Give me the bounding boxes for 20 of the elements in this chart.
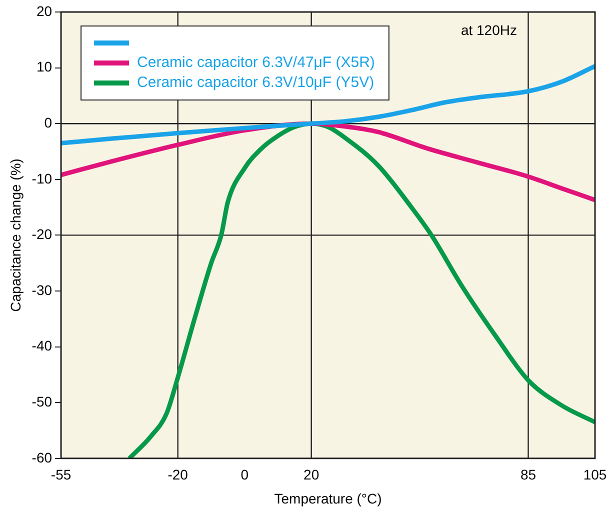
legend-label: Ceramic capacitor 6.3V/47μF (X5R)	[137, 54, 375, 72]
y-tick-label: -40	[32, 338, 52, 354]
annotation: at 120Hz	[460, 22, 517, 38]
y-tick-label: -20	[32, 226, 52, 242]
y-tick-label: -10	[32, 170, 52, 186]
y-tick-label: -50	[32, 393, 52, 410]
x-tick-label: 105	[583, 466, 607, 483]
y-tick-label: -30	[32, 282, 52, 298]
y-tick-label: 0	[44, 114, 52, 130]
x-tick-label: -20	[168, 466, 188, 483]
y-tick-label: 10	[36, 58, 52, 75]
x-tick-label: 0	[240, 466, 249, 483]
y-tick-label: 20	[36, 2, 52, 19]
y-tick-label: -60	[32, 449, 52, 466]
x-tick-label: 85	[520, 466, 536, 483]
legend-label: Ceramic capacitor 6.3V/10μF (Y5V)	[137, 74, 374, 92]
x-tick-label: 20	[304, 466, 320, 483]
x-axis-title: Temperature (°C)	[274, 490, 382, 506]
x-tick-label: -55	[50, 466, 72, 483]
y-axis-title: Capacitance change (%)	[7, 158, 24, 312]
